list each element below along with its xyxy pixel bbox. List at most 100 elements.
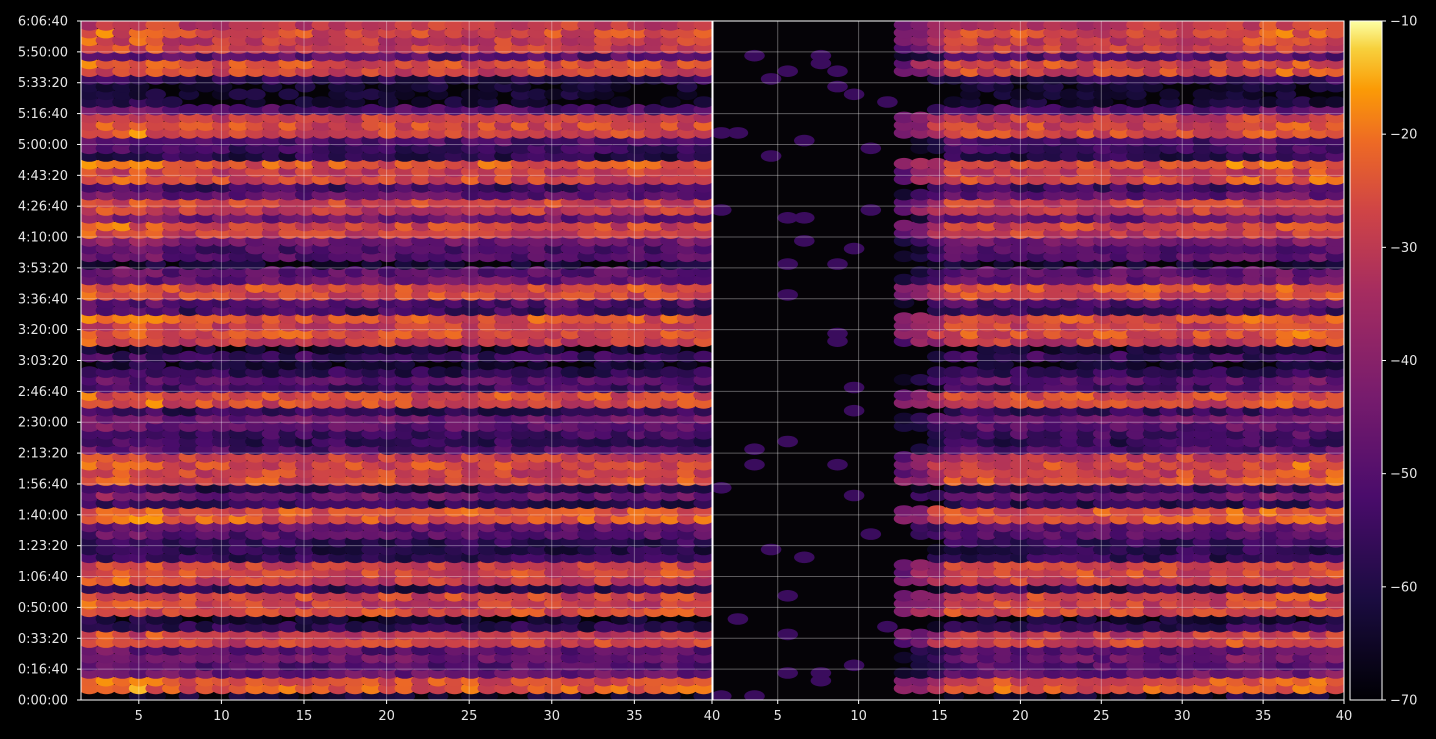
heatmap-cell (727, 613, 749, 625)
heatmap-cell (827, 258, 848, 270)
heatmap-cell (610, 266, 631, 278)
heatmap-cell (81, 21, 100, 31)
heatmap-cell (893, 628, 915, 641)
heatmap-cell (444, 366, 465, 378)
heatmap-cell (1009, 620, 1031, 633)
heatmap-cell (228, 21, 250, 31)
heatmap-cell (278, 88, 299, 101)
heatmap-cell (943, 366, 965, 378)
heatmap-cell (943, 350, 965, 363)
heatmap-cell (344, 620, 366, 633)
heatmap-cell (112, 266, 133, 278)
heatmap-cell (81, 366, 100, 378)
heatmap-cell (777, 667, 798, 679)
heatmap-cell (494, 620, 515, 633)
heatmap-cell (713, 690, 732, 700)
heatmap-cell (1159, 266, 1180, 278)
heatmap-cell (328, 366, 349, 378)
heatmap-cell (510, 350, 532, 363)
heatmap-cell (261, 350, 283, 363)
heatmap-cell (211, 21, 233, 31)
heatmap-cell (577, 620, 598, 633)
heatmap-cell (993, 620, 1014, 633)
heatmap-cell (361, 21, 382, 31)
heatmap-cell (577, 103, 598, 116)
heatmap-cell (294, 350, 316, 363)
heatmap-cell (593, 266, 615, 278)
heatmap-cell (178, 103, 200, 116)
heatmap-cell (560, 21, 582, 31)
heatmap-cell (843, 381, 865, 394)
heatmap-cell (261, 21, 283, 31)
heatmap-cell (910, 188, 931, 201)
heatmap-cell (910, 389, 931, 402)
heatmap-cell (228, 350, 250, 363)
heatmap-cell (910, 590, 931, 602)
heatmap-cell (693, 366, 712, 378)
heatmap-cell (460, 88, 482, 101)
heatmap-cell (910, 505, 931, 517)
heatmap-cell (510, 366, 532, 378)
heatmap-cell (195, 620, 216, 633)
heatmap-cell (926, 489, 948, 502)
heatmap-cell (377, 21, 399, 31)
heatmap-cell (827, 327, 848, 340)
heatmap-cell (794, 212, 815, 224)
heatmap-cell (593, 21, 615, 31)
heatmap-cell (494, 266, 515, 278)
heatmap-cell (1242, 266, 1263, 278)
heatmap-cell (910, 374, 931, 386)
heatmap-cell (627, 103, 648, 116)
heatmap-cell (1292, 620, 1313, 633)
heatmap-cell (843, 404, 865, 417)
heatmap-cell (960, 366, 981, 378)
heatmap-cell (760, 543, 782, 556)
heatmap-cell (893, 374, 915, 386)
heatmap-cell (544, 366, 565, 378)
heatmap-cell (1308, 350, 1330, 363)
heatmap-cell (510, 21, 532, 31)
heatmap-cell (460, 21, 482, 31)
heatmap-cell (893, 451, 915, 463)
heatmap-cell (477, 266, 499, 278)
heatmap-cell (926, 620, 948, 633)
heatmap-cell (610, 96, 631, 108)
heatmap-cell (910, 443, 931, 456)
right-heatmap-cells (713, 21, 1344, 700)
heatmap-cell (527, 88, 548, 101)
heatmap-cell (693, 350, 712, 363)
heatmap-cell (660, 21, 681, 31)
heatmap-cell (877, 620, 898, 633)
heatmap-cell (361, 88, 382, 101)
heatmap-cell (860, 204, 882, 216)
heatmap-cell (893, 273, 915, 286)
heatmap-cell (893, 312, 915, 324)
heatmap-cell (560, 350, 582, 363)
heatmap-cell (676, 350, 698, 363)
heatmap-cell (593, 103, 615, 116)
heatmap-cell (926, 366, 948, 378)
heatmap-cell (261, 266, 283, 278)
heatmap-cell (544, 103, 565, 116)
heatmap-cell (893, 505, 915, 517)
heatmap-cell (460, 266, 482, 278)
heatmap-cell (976, 266, 998, 278)
heatmap-cell (893, 412, 915, 425)
heatmap-cell (1059, 266, 1081, 278)
heatmap-cell (361, 620, 382, 633)
heatmap-cell (1009, 366, 1031, 378)
heatmap-cell (777, 590, 798, 602)
heatmap-cell (960, 350, 981, 363)
heatmap-cell (162, 266, 183, 278)
heatmap-cell (311, 21, 333, 31)
heatmap-cell (926, 543, 948, 556)
heatmap-cell (178, 620, 200, 633)
heatmap-cell (544, 88, 565, 101)
heatmap-cell (577, 21, 598, 31)
heatmap-cell (494, 103, 515, 116)
heatmap-cell (910, 312, 931, 324)
heatmap-cell (128, 21, 150, 31)
heatmap-cell (893, 250, 915, 263)
heatmap-cell (278, 620, 299, 633)
